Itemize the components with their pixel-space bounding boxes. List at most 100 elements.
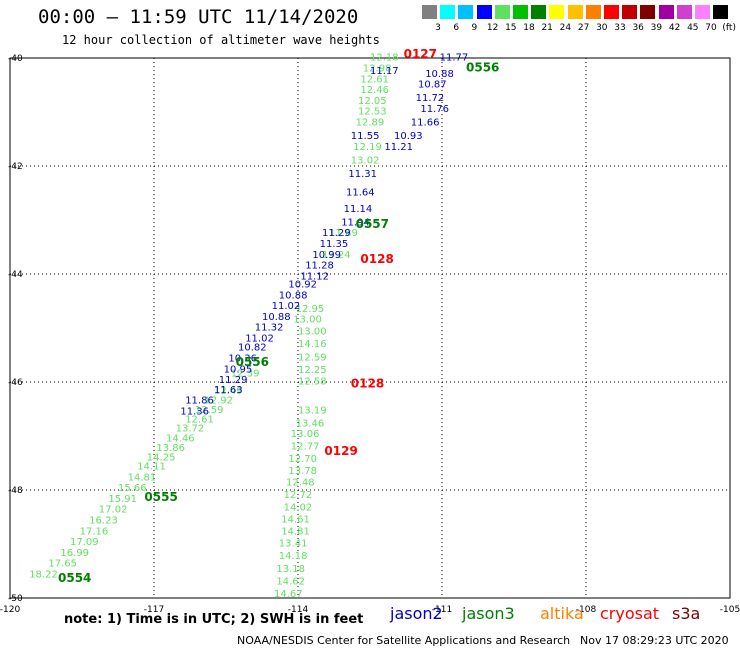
wave-height-value: 14.62 [276, 577, 305, 588]
wave-height-value: 10.93 [394, 131, 423, 142]
wave-height-value: 14.11 [137, 461, 166, 472]
scale-label: 9 [471, 23, 478, 33]
wave-height-value: 13.00 [298, 326, 327, 337]
x-tick-label: -114 [288, 605, 309, 615]
wave-height-value: 14.46 [166, 433, 195, 444]
scale-label: 15 [505, 23, 517, 33]
plot-frame [9, 57, 731, 599]
wave-height-value: 14.02 [284, 503, 313, 514]
wave-height-value: 14.25 [147, 452, 176, 463]
y-tick-label: -44 [8, 270, 23, 280]
wave-height-value: 11.12 [300, 271, 329, 282]
scale-swatch [513, 5, 528, 19]
wave-height-value: 10.95 [224, 364, 253, 375]
wave-height-value: 11.35 [320, 239, 349, 250]
wave-height-value: 12.39 [231, 369, 260, 380]
scale-swatch [567, 5, 583, 19]
scale-label: 18 [523, 23, 535, 33]
wave-height-value: 11.17 [370, 66, 399, 77]
wave-height-value: 12.48 [286, 478, 315, 489]
wave-height-value: 10.88 [279, 290, 308, 301]
wave-height-value: 11.86 [185, 396, 214, 407]
wave-height-value: 14.16 [298, 339, 327, 350]
scale-label: 42 [668, 23, 681, 33]
satellite-jason2: jason2 [390, 604, 443, 623]
wave-height-value: 17.65 [48, 559, 77, 570]
satellite-jason3: jason3 [462, 604, 515, 623]
scale-swatch [622, 5, 638, 19]
scale-label: 3 [435, 23, 441, 33]
pass-label: 0128 [360, 252, 393, 266]
wave-height-value: 16.23 [89, 515, 118, 526]
pass-label: 0555 [144, 490, 177, 504]
wave-height-value: 10.99 [312, 250, 341, 261]
scale-label: 36 [632, 23, 644, 33]
satellite-altika: altika [540, 604, 584, 623]
wave-height-value: 11.89 [329, 228, 358, 239]
pass-label: 0128 [351, 376, 384, 390]
wave-height-value: 10.87 [418, 80, 447, 91]
wave-height-value: 11.21 [384, 142, 413, 153]
scale-label: 24 [559, 23, 572, 33]
wave-height-value: 10.88 [425, 69, 454, 80]
wave-height-value: 11.02 [245, 334, 274, 345]
wave-height-value: 12.92 [204, 396, 233, 407]
wave-height-value: 11.63 [214, 385, 243, 396]
scale-swatch [713, 5, 729, 19]
wave-height-value: 12.05 [358, 96, 387, 107]
scale-label: 45 [687, 23, 699, 33]
wave-height-value: 12.58 [298, 377, 327, 388]
pass-label: 0129 [324, 444, 357, 458]
wave-height-value: 10.92 [288, 280, 317, 291]
y-tick-label: -40 [8, 54, 23, 64]
scale-swatch [549, 5, 565, 19]
wave-height-value: 16.99 [60, 548, 89, 559]
wave-height-value: 12.46 [360, 85, 389, 96]
wave-height-value: 12.61 [185, 415, 214, 426]
wave-height-value: 12.77 [291, 442, 320, 453]
wave-height-value: 14.18 [279, 551, 308, 562]
wave-height-value: 11.02 [272, 301, 301, 312]
wave-height-value: 11.14 [344, 204, 373, 215]
footer-note: note: 1) Time is in UTC; 2) SWH is in fe… [64, 612, 364, 627]
wave-height-value: 11.64 [346, 188, 375, 199]
wave-height-value: 11.29 [219, 375, 248, 386]
wave-height-value: 12.61 [360, 74, 389, 85]
credit-text: NOAA/NESDIS Center for Satellite Applica… [237, 634, 571, 647]
wave-height-value: 12.25 [298, 365, 327, 376]
wave-height-value: 18.22 [29, 569, 58, 580]
wave-height-value: 13.19 [298, 405, 327, 416]
wave-height-value: 17.16 [80, 526, 109, 537]
wave-height-value: 15.91 [108, 494, 137, 505]
scale-label: 30 [596, 23, 608, 33]
wave-height-value: 11.29 [322, 228, 351, 239]
wave-height-value: 13.46 [296, 418, 325, 429]
y-tick-label: -50 [8, 594, 23, 604]
wave-height-value: 12.59 [298, 352, 327, 363]
y-tick-label: -42 [8, 162, 23, 172]
scale-label: 27 [577, 23, 590, 33]
wave-height-value: 11.76 [420, 104, 449, 115]
x-tick-label: -105 [720, 605, 740, 615]
wave-height-value: 11.72 [416, 93, 445, 104]
wave-height-value: 12.53 [358, 107, 387, 118]
wave-height-value: 12.98 [363, 64, 392, 75]
wave-height-value: 13.41 [279, 539, 308, 550]
scale-label: 21 [541, 23, 553, 33]
wave-height-value: 12.70 [288, 454, 317, 465]
scale-label: 12 [486, 23, 499, 33]
scale-label: 39 [650, 23, 663, 33]
scale-swatch [604, 5, 619, 19]
x-tick-label: -111 [432, 605, 452, 615]
wave-height-value: 11.66 [411, 118, 440, 129]
satellite-s3a: s3a [672, 604, 701, 623]
wave-height-value: 12.89 [356, 118, 385, 129]
y-tick-label: -48 [8, 486, 23, 496]
wave-height-value: 13.72 [176, 424, 205, 435]
pass-label: 0554 [58, 571, 91, 585]
wave-height-value: 12.19 [353, 142, 382, 153]
wave-height-value: 13.00 [293, 315, 322, 326]
wave-height-value: 11.28 [305, 261, 334, 272]
chart-subtitle: 12 hour collection of altimeter wave hei… [62, 33, 380, 47]
